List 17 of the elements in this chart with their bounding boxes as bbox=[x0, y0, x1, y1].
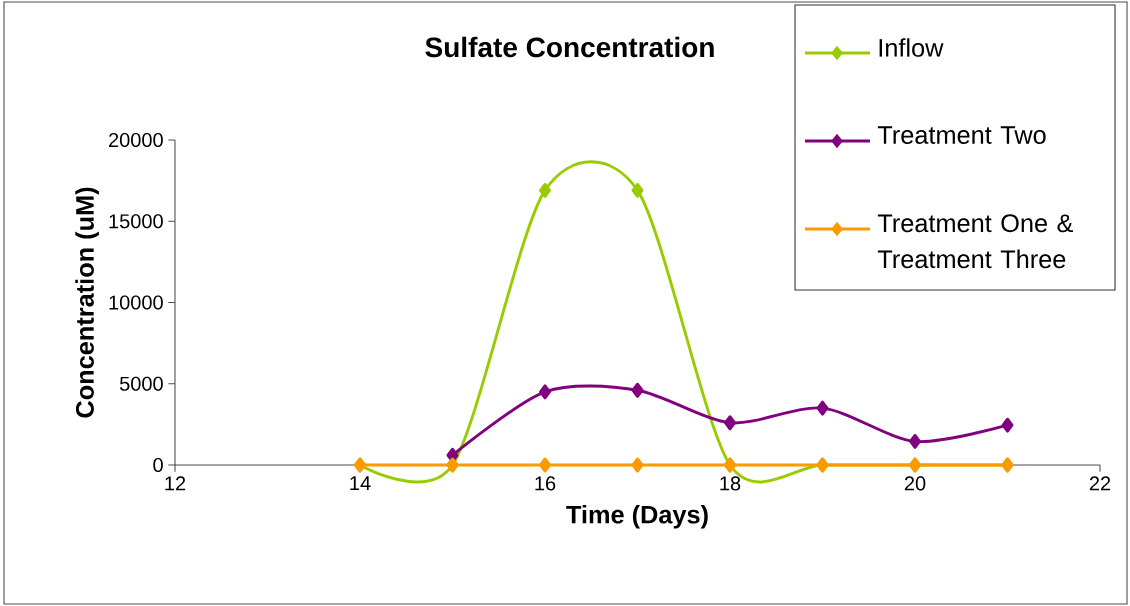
x-tick-label: 16 bbox=[535, 476, 556, 491]
legend-label: Treatment One & Treatment Three bbox=[877, 214, 1074, 269]
y-tick-label: 20000 bbox=[109, 132, 163, 148]
legend-label: Inflow bbox=[879, 38, 944, 57]
x-tick-label: 20 bbox=[904, 476, 926, 491]
x-axis-title: Time (Days) bbox=[566, 504, 708, 529]
x-tick-label: 22 bbox=[1089, 476, 1111, 491]
y-tick-label: 0 bbox=[153, 457, 163, 473]
x-tick-label: 14 bbox=[350, 476, 371, 491]
legend-label: Treatment Two bbox=[877, 126, 1046, 144]
chart-title: Sulfate Concentration bbox=[425, 36, 714, 58]
y-tick-label: 10000 bbox=[109, 295, 163, 310]
y-axis-title: Concentration (uM) bbox=[75, 187, 99, 418]
x-tick-label: 18 bbox=[720, 476, 741, 491]
y-tick-label: 5000 bbox=[119, 376, 163, 391]
x-tick-label: 12 bbox=[165, 476, 186, 491]
y-tick-label: 15000 bbox=[109, 214, 163, 229]
